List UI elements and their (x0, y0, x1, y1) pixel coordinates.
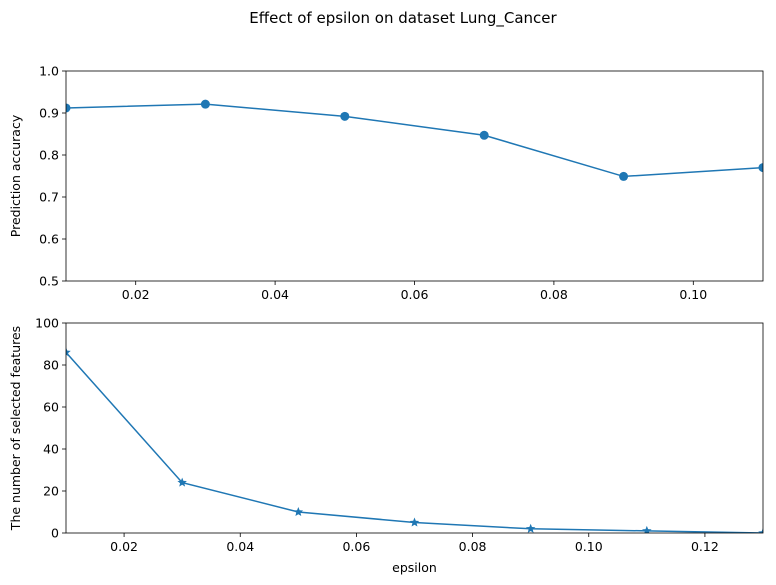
plot-frame (65, 70, 764, 282)
data-point (177, 477, 187, 487)
series-line (66, 351, 763, 533)
data-point (293, 507, 304, 517)
x-tick-label: 0.06 (401, 287, 429, 302)
y-tick-label: 1.0 (39, 64, 59, 79)
data-point (619, 171, 629, 181)
data-point (66, 103, 71, 113)
y-tick-label: 20 (43, 484, 59, 499)
y-tick-label: 80 (43, 358, 59, 373)
data-point (758, 163, 763, 173)
y-tick-label: 0.7 (39, 190, 59, 205)
x-tick-label: 0.06 (342, 539, 370, 554)
series-line (66, 103, 763, 178)
y-tick-label: 0 (51, 526, 59, 541)
x-tick-label: 0.02 (110, 539, 138, 554)
accuracy-subplot: 0.02 0.04 0.06 0.08 0.10 0.5 0.6 0.7 0.8 0.9 1.0 Pr… (8, 64, 764, 302)
data-point (758, 528, 763, 533)
data-point (200, 99, 210, 109)
x-tick-label: 0.10 (575, 539, 603, 554)
data-point (340, 111, 350, 121)
data-point (642, 525, 652, 533)
y-tick-label: 0.8 (39, 148, 59, 163)
y-tick-label: 100 (35, 316, 59, 331)
y-axis-label: Prediction accuracy (8, 114, 23, 237)
y-tick-label: 0.9 (39, 106, 59, 121)
data-point (479, 130, 489, 140)
y-tick-label: 0.6 (39, 232, 59, 247)
x-tick-label: 0.12 (691, 539, 719, 554)
x-tick-label: 0.08 (459, 539, 487, 554)
y-axis-label: The number of selected features (8, 326, 23, 531)
y-tick-label: 0.5 (39, 274, 59, 289)
data-point (409, 517, 420, 527)
data-point (66, 347, 71, 357)
figure-title: Effect of epsilon on dataset Lung_Cancer (249, 9, 557, 28)
y-tick-label: 40 (43, 442, 59, 457)
data-point (525, 523, 536, 533)
plot-frame (65, 322, 764, 534)
x-tick-label: 0.08 (540, 287, 568, 302)
x-tick-label: 0.04 (226, 539, 254, 554)
x-tick-label: 0.02 (122, 287, 150, 302)
features-subplot: 0.02 0.04 0.06 0.08 0.10 0.12 0 20 40 60 80 100 The … (8, 316, 764, 575)
x-axis-label: epsilon (392, 560, 437, 575)
x-tick-label: 0.10 (679, 287, 707, 302)
x-tick-label: 0.04 (261, 287, 289, 302)
y-tick-label: 60 (43, 400, 59, 415)
